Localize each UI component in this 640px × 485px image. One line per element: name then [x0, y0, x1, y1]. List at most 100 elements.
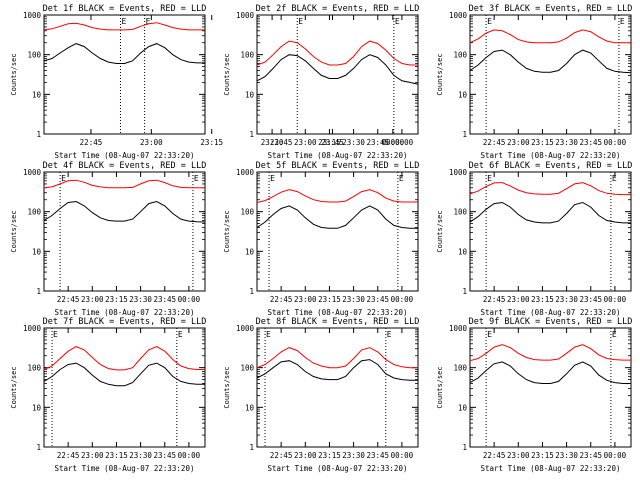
x-tick-label: 23:45: [579, 451, 602, 460]
series-line: [43, 43, 205, 64]
y-tick-label: 1: [249, 130, 254, 139]
y-axis-label: Counts/sec: [436, 366, 444, 408]
y-tick-label: 10: [32, 403, 42, 412]
event-marker-label: E: [61, 174, 66, 183]
y-axis-label: Counts/sec: [436, 53, 444, 95]
series-line: [256, 359, 418, 381]
y-tick-label: 100: [453, 364, 467, 373]
event-marker-label: E: [270, 174, 275, 183]
x-tick-label: 22:45: [483, 451, 506, 460]
x-tick-label: 23:45: [579, 138, 602, 147]
y-tick-label: 100: [27, 51, 41, 60]
x-tick-label: 22:45: [57, 295, 80, 304]
event-marker-label: E: [178, 330, 183, 339]
plot-frame: [256, 171, 419, 292]
panel-title: Det 7f BLACK = Events, RED = LLD: [43, 317, 207, 327]
series-line: [256, 347, 418, 369]
event-marker-label: E: [620, 17, 625, 26]
x-tick-label: 23:45: [366, 451, 389, 460]
detector-panel: Det 6f BLACK = Events, RED = LLD Counts/s…: [436, 161, 632, 317]
plot-frame: [43, 171, 206, 292]
x-tick-label: 22:45: [270, 451, 293, 460]
event-marker-label: E: [146, 17, 151, 26]
y-axis-label: Counts/sec: [223, 210, 231, 252]
x-tick-label: 23:30: [555, 451, 578, 460]
detector-panel: Det 5f BLACK = Events, RED = LLD Counts/s…: [223, 161, 419, 317]
x-tick-label: 22:45: [80, 138, 103, 147]
x-tick-label: 23:30: [342, 295, 365, 304]
series-line: [469, 29, 631, 44]
x-axis-label: Start Time (08-Aug-07 22:33:20): [55, 151, 195, 160]
y-tick-label: 1000: [236, 168, 255, 177]
x-tick-label: 23:00: [140, 138, 163, 147]
x-tick-label: 23:30: [342, 138, 365, 147]
x-tick-label: 23:00: [294, 138, 317, 147]
y-tick-label: 1: [36, 443, 41, 452]
x-axis-label: Start Time (08-Aug-07 22:33:20): [55, 308, 195, 317]
series-line: [256, 54, 419, 85]
plot-frame: [469, 327, 632, 448]
detector-panel: Det 1f BLACK = Events, RED = LLD Counts/s…: [10, 4, 405, 160]
x-tick-label: 23:45: [153, 295, 176, 304]
event-marker-label: E: [487, 330, 492, 339]
x-axis-label: Start Time (08-Aug-07 22:33:20): [481, 464, 621, 473]
x-tick-label: 23:15: [200, 138, 223, 147]
y-tick-label: 100: [453, 208, 467, 217]
series-line: [256, 205, 418, 229]
panel-title: Det 4f BLACK = Events, RED = LLD: [43, 161, 207, 171]
x-tick-label: 00:00: [391, 138, 414, 147]
x-tick-label: 23:00: [507, 451, 530, 460]
event-marker-label: E: [53, 330, 58, 339]
panel-title: Det 2f BLACK = Events, RED = LLD: [256, 4, 420, 14]
plot-frame: [43, 14, 206, 135]
x-tick-label: 00:00: [382, 138, 405, 147]
x-tick-label: 23:15: [318, 451, 341, 460]
event-marker-label: E: [387, 330, 392, 339]
y-axis-label: Counts/sec: [223, 53, 231, 95]
y-axis-label: Counts/sec: [10, 366, 18, 408]
x-tick-label: 22:45: [270, 138, 293, 147]
y-tick-label: 1000: [23, 168, 42, 177]
series-line: [256, 189, 418, 203]
event-marker-label: E: [487, 174, 492, 183]
y-tick-label: 1000: [449, 324, 468, 333]
x-tick-label: 23:00: [507, 138, 530, 147]
y-tick-label: 1: [462, 443, 467, 452]
y-tick-label: 1000: [23, 324, 42, 333]
plot-frame: [469, 171, 632, 292]
x-tick-label: 23:45: [153, 451, 176, 460]
y-tick-label: 100: [240, 208, 254, 217]
y-tick-label: 100: [240, 51, 254, 60]
panel-title: Det 5f BLACK = Events, RED = LLD: [256, 161, 420, 171]
event-marker-label: E: [298, 17, 303, 26]
y-tick-label: 1000: [449, 11, 468, 20]
series-line: [43, 346, 205, 371]
x-tick-label: 23:00: [81, 295, 104, 304]
y-tick-label: 10: [32, 247, 42, 256]
x-tick-label: 22:45: [270, 295, 293, 304]
detector-panel: Det 3f BLACK = Events, RED = LLD Counts/s…: [436, 4, 632, 160]
x-tick-label: 23:45: [366, 138, 389, 147]
x-tick-label: 00:00: [178, 295, 201, 304]
x-tick-label: 23:30: [261, 138, 284, 147]
series-line: [469, 49, 632, 74]
x-tick-label: 23:00: [507, 295, 530, 304]
x-tick-label: 23:30: [555, 138, 578, 147]
x-tick-label: 23:30: [342, 451, 365, 460]
event-marker-label: E: [121, 17, 126, 26]
panel-title: Det 3f BLACK = Events, RED = LLD: [469, 4, 633, 14]
plot-frame: [43, 327, 206, 448]
panel-title: Det 6f BLACK = Events, RED = LLD: [469, 161, 633, 171]
x-tick-label: 23:15: [318, 295, 341, 304]
y-axis-label: Counts/sec: [436, 210, 444, 252]
x-tick-label: 00:00: [604, 295, 627, 304]
series-line: [469, 361, 631, 384]
x-tick-label: 23:30: [555, 295, 578, 304]
series-line: [43, 22, 205, 31]
x-axis-label: Start Time (08-Aug-07 22:33:20): [55, 464, 195, 473]
x-tick-label: 22:45: [483, 295, 506, 304]
y-tick-label: 10: [32, 90, 42, 99]
y-tick-label: 10: [245, 247, 255, 256]
x-tick-label: 22:45: [483, 138, 506, 147]
